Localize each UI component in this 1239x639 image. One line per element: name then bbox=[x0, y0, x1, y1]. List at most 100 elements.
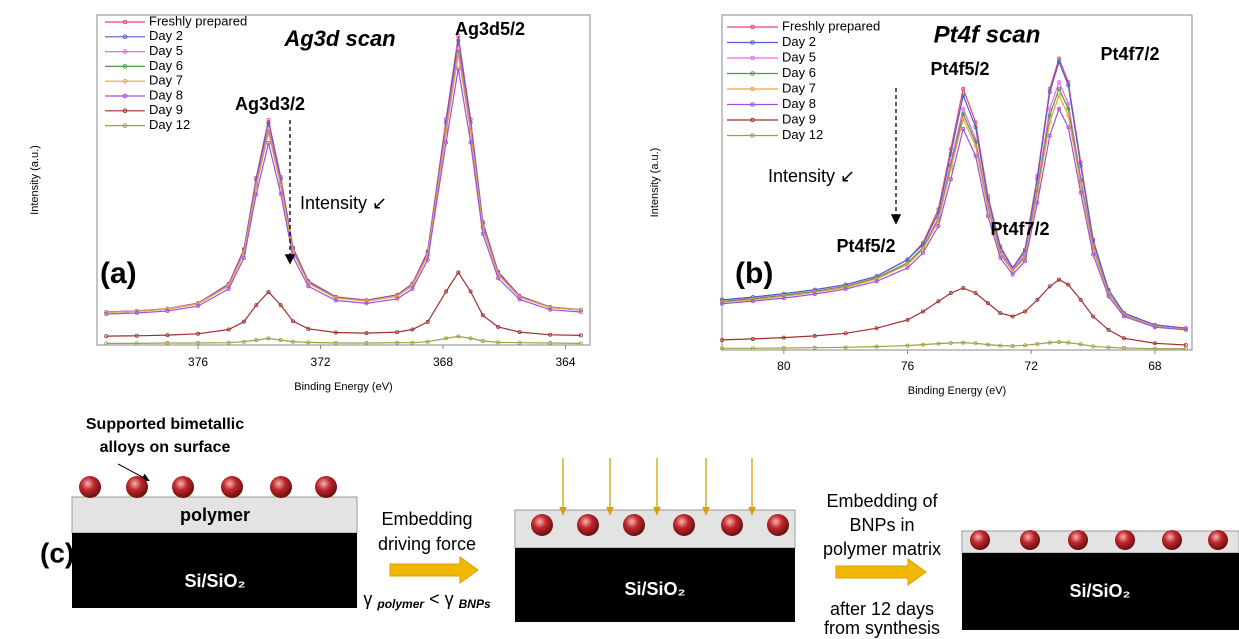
series-line bbox=[106, 335, 581, 344]
data-point bbox=[196, 341, 201, 346]
condition-part: γ bbox=[363, 589, 372, 609]
data-point bbox=[496, 340, 501, 345]
substrate-label: Si/SiO₂ bbox=[184, 571, 245, 591]
data-point bbox=[254, 303, 259, 308]
data-point bbox=[226, 327, 231, 332]
condition-part: < bbox=[429, 589, 440, 609]
condition-part: γ bbox=[445, 589, 454, 609]
legend-marker bbox=[122, 108, 128, 114]
x-tick-label: 76 bbox=[901, 359, 915, 373]
data-point bbox=[874, 326, 879, 331]
nanoparticle bbox=[1208, 530, 1228, 550]
data-point bbox=[517, 340, 522, 345]
data-point bbox=[333, 298, 338, 303]
legend-label: Day 12 bbox=[782, 127, 823, 142]
data-point bbox=[278, 303, 283, 308]
data-point bbox=[456, 46, 461, 51]
data-point bbox=[578, 333, 583, 338]
data-point bbox=[948, 177, 953, 182]
data-point bbox=[1106, 345, 1111, 350]
data-point bbox=[333, 341, 338, 346]
data-point bbox=[1057, 277, 1062, 282]
data-point bbox=[1183, 327, 1188, 332]
legend-label: Day 12 bbox=[149, 117, 190, 132]
legend-marker bbox=[122, 93, 128, 99]
data-point bbox=[104, 311, 109, 316]
substrate-label: Si/SiO₂ bbox=[1069, 581, 1130, 601]
data-point bbox=[812, 292, 817, 297]
data-point bbox=[444, 336, 449, 341]
data-point bbox=[1066, 83, 1071, 88]
data-point bbox=[1091, 314, 1096, 319]
nanoparticle bbox=[126, 476, 148, 498]
x-tick-label: 372 bbox=[311, 355, 331, 369]
data-point bbox=[936, 341, 941, 346]
annotation: Pt4f7/2 bbox=[990, 219, 1049, 239]
legend-label: Freshly prepared bbox=[782, 18, 880, 33]
x-axis-label: Binding Energy (eV) bbox=[294, 381, 392, 393]
data-point bbox=[961, 286, 966, 291]
y-axis-label: Intensity (a.u.) bbox=[29, 145, 41, 215]
data-point bbox=[920, 342, 925, 347]
data-point bbox=[306, 340, 311, 345]
data-point bbox=[480, 231, 485, 236]
nanoparticle bbox=[623, 514, 645, 536]
data-point bbox=[578, 309, 583, 314]
step-text: polymer matrix bbox=[823, 539, 941, 559]
nanoparticle bbox=[673, 514, 695, 536]
data-point bbox=[1091, 252, 1096, 257]
legend-marker bbox=[750, 40, 755, 45]
legend-label: Freshly prepared bbox=[149, 13, 247, 28]
legend-marker bbox=[750, 133, 755, 138]
polymer-layer bbox=[514, 509, 796, 549]
data-point bbox=[266, 130, 271, 135]
data-point bbox=[266, 141, 271, 146]
data-point bbox=[998, 255, 1003, 260]
process-arrow bbox=[835, 558, 927, 586]
data-point bbox=[1106, 294, 1111, 299]
nanoparticle bbox=[1162, 530, 1182, 550]
data-point bbox=[444, 289, 449, 294]
step-text: BNPs in bbox=[849, 515, 914, 535]
data-point bbox=[1078, 190, 1083, 195]
data-point bbox=[496, 276, 501, 281]
data-point bbox=[134, 310, 139, 315]
data-point bbox=[1066, 125, 1071, 130]
data-point bbox=[480, 225, 485, 230]
data-point bbox=[720, 337, 725, 342]
x-axis-label: Binding Energy (eV) bbox=[908, 385, 1006, 397]
nanoparticles bbox=[970, 530, 1228, 550]
step-text: driving force bbox=[378, 534, 476, 554]
data-point bbox=[456, 270, 461, 275]
annotation: Ag3d5/2 bbox=[455, 19, 525, 39]
nanoparticle bbox=[1020, 530, 1040, 550]
data-point bbox=[364, 331, 369, 336]
data-point bbox=[961, 93, 966, 98]
data-point bbox=[961, 340, 966, 345]
data-point bbox=[985, 213, 990, 218]
data-point bbox=[973, 291, 978, 296]
step-text: Embedding of bbox=[826, 491, 938, 511]
data-point bbox=[1035, 297, 1040, 302]
annotation: Intensity ↙ bbox=[300, 193, 387, 213]
data-point bbox=[410, 327, 415, 332]
legend-marker bbox=[750, 117, 755, 123]
data-point bbox=[306, 284, 311, 289]
step-note: from synthesis bbox=[824, 618, 940, 638]
data-point bbox=[456, 34, 461, 39]
data-point bbox=[843, 345, 848, 350]
data-point bbox=[1066, 113, 1071, 118]
data-point bbox=[1078, 342, 1083, 347]
x-tick-label: 364 bbox=[555, 355, 575, 369]
data-point bbox=[395, 330, 400, 335]
substrate bbox=[962, 553, 1239, 630]
legend-marker bbox=[750, 55, 755, 61]
force-arrows bbox=[559, 458, 756, 516]
series-line bbox=[722, 341, 1186, 350]
chart-title: Ag3d scan bbox=[283, 26, 395, 51]
nanoparticle bbox=[270, 476, 292, 498]
data-point bbox=[750, 336, 755, 341]
data-point bbox=[290, 249, 295, 254]
